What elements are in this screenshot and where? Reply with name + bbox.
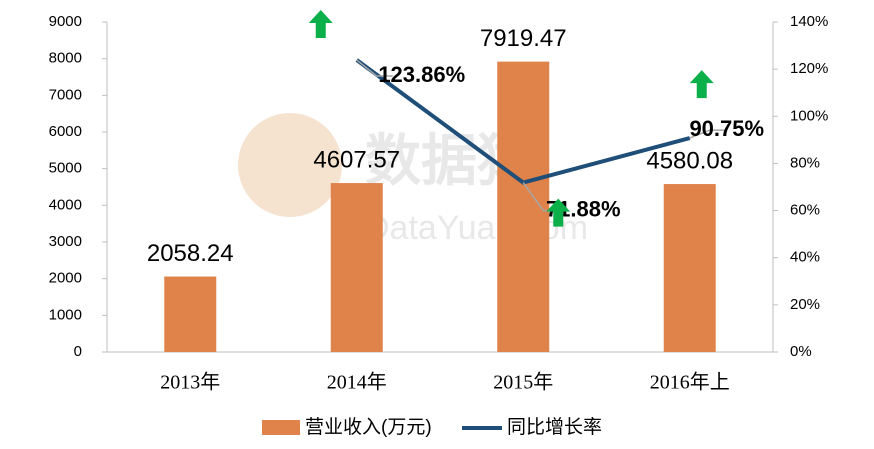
y2-tick-label: 60% bbox=[790, 202, 820, 219]
bar-label: 4580.08 bbox=[646, 147, 733, 174]
leader-line bbox=[356, 59, 393, 77]
x-tick-label: 2013年 bbox=[160, 371, 220, 394]
bar-label: 2058.24 bbox=[147, 240, 234, 267]
y-tick-label: 4000 bbox=[49, 196, 82, 213]
y-tick-label: 6000 bbox=[49, 123, 82, 140]
leader-line bbox=[689, 129, 726, 139]
y-tick-label: 1000 bbox=[49, 306, 82, 323]
watermark-logo bbox=[238, 113, 342, 217]
up-arrow bbox=[308, 10, 333, 39]
y-tick-label: 7000 bbox=[49, 86, 82, 103]
bar bbox=[164, 276, 217, 352]
legend-label: 同比增长率 bbox=[507, 416, 602, 438]
y2-tick-label: 0% bbox=[790, 343, 812, 360]
up-arrow bbox=[546, 198, 571, 227]
bar-label: 4607.57 bbox=[313, 146, 400, 173]
bar bbox=[330, 183, 383, 352]
x-tick-label: 2016年上 bbox=[650, 371, 730, 394]
y-tick-label: 9000 bbox=[49, 13, 82, 30]
y-tick-label: 8000 bbox=[49, 50, 82, 67]
y2-tick-label: 40% bbox=[790, 249, 820, 266]
bar-label: 7919.47 bbox=[480, 25, 567, 52]
y2-tick-label: 100% bbox=[790, 107, 828, 124]
y2-tick-label: 120% bbox=[790, 60, 828, 77]
up-arrow bbox=[689, 70, 714, 99]
watermark-text: DataYuan.com bbox=[365, 209, 588, 247]
y-tick-label: 3000 bbox=[49, 233, 82, 250]
y2-tick-label: 80% bbox=[790, 154, 820, 171]
y2-tick-label: 140% bbox=[790, 13, 828, 30]
y2-tick-label: 20% bbox=[790, 296, 820, 313]
legend-label: 营业收入(万元) bbox=[305, 416, 432, 438]
bar bbox=[663, 184, 716, 352]
line-label: 123.86% bbox=[378, 62, 465, 87]
legend-swatch bbox=[262, 420, 300, 435]
line-label: 90.75% bbox=[689, 116, 764, 141]
y-tick-label: 0 bbox=[74, 343, 82, 360]
x-tick-label: 2015年 bbox=[493, 371, 553, 394]
y-tick-label: 5000 bbox=[49, 160, 82, 177]
y-tick-label: 2000 bbox=[49, 270, 82, 287]
x-tick-label: 2014年 bbox=[327, 371, 387, 394]
